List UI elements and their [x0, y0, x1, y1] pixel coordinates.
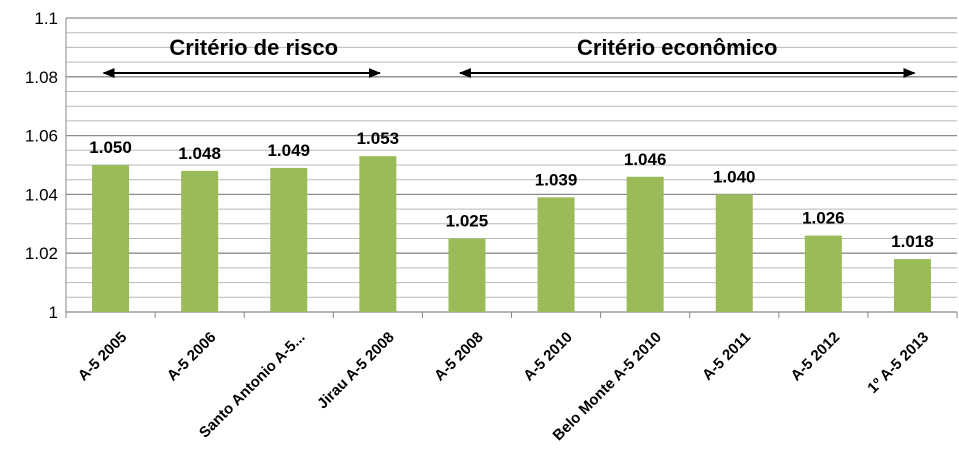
- bar: [626, 176, 664, 312]
- data-label: 1.046: [624, 150, 667, 169]
- x-tick-label: A-5 2010: [520, 329, 576, 385]
- y-tick-label: 1.08: [25, 68, 58, 87]
- y-tick-label: 1.04: [25, 185, 58, 204]
- y-tick-label: 1.06: [25, 127, 58, 146]
- data-label: 1.025: [446, 212, 489, 231]
- x-tick-label: A-5 2005: [75, 329, 131, 385]
- x-tick-label: A-5 2011: [699, 329, 754, 384]
- x-tick-label: A-5 2012: [788, 329, 844, 385]
- data-label: 1.048: [178, 144, 221, 163]
- data-label: 1.050: [89, 138, 132, 157]
- x-tick-label: A-5 2006: [164, 329, 220, 385]
- bars: [92, 156, 931, 312]
- bar: [359, 156, 397, 312]
- y-tick-label: 1.1: [34, 9, 58, 28]
- x-tick-label: A-5 2008: [431, 329, 487, 385]
- bar: [448, 238, 486, 312]
- annotations: Critério de risco Critério econômico: [102, 35, 916, 78]
- data-label: 1.049: [267, 141, 310, 160]
- data-label: 1.053: [357, 129, 400, 148]
- bar: [715, 194, 753, 312]
- x-tick-label: 1º A-5 2013: [864, 329, 932, 397]
- bar: [270, 167, 308, 312]
- bar: [893, 259, 931, 312]
- x-tick-label: Jirau A-5 2008: [314, 329, 398, 413]
- y-tick-label: 1: [49, 303, 58, 322]
- bar: [804, 235, 842, 312]
- data-label: 1.026: [802, 209, 845, 228]
- bar: [537, 197, 575, 312]
- data-label: 1.018: [891, 232, 934, 251]
- bar: [92, 165, 130, 312]
- y-axis-ticks: 1 1.02 1.04 1.06 1.08 1.1: [25, 9, 58, 322]
- annotation-label: Critério de risco: [169, 35, 338, 60]
- y-tick-label: 1.02: [25, 244, 58, 263]
- annotation-label: Critério econômico: [577, 35, 777, 60]
- data-label: 1.040: [713, 167, 756, 186]
- bar: [181, 170, 219, 312]
- data-label: 1.039: [535, 170, 578, 189]
- data-labels: 1.050 1.048 1.049 1.053 1.025 1.039 1.046 1.040…: [89, 129, 933, 251]
